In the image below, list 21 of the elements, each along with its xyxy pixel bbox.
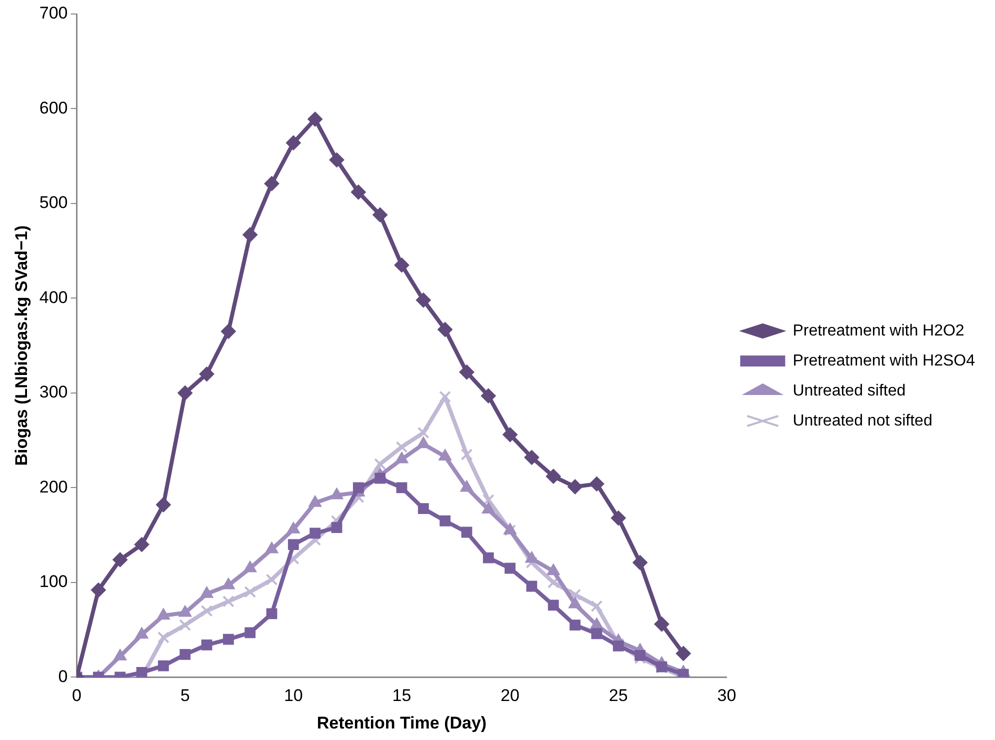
x-tick-label: 5 [180,686,190,706]
y-tick-label: 600 [39,98,68,118]
y-tick-label: 300 [39,382,68,402]
x-tick-label: 20 [500,686,520,706]
y-tick-label: 0 [58,666,68,686]
y-tick-label: 200 [39,477,68,496]
legend-label: Pretreatment with H2O2 [792,322,964,340]
x-tick-label: 0 [72,686,82,706]
y-tick-label: 100 [39,572,68,592]
y-tick-label: 700 [39,4,68,23]
x-tick-label: 15 [392,686,412,706]
legend-label: Untreated sifted [792,382,906,400]
x-tick-label: 25 [608,686,628,706]
x-axis-title: Retention Time (Day) [316,713,487,732]
x-tick-label: 30 [717,686,736,706]
y-tick-label: 500 [39,193,68,212]
legend-label: Untreated not sifted [792,412,932,430]
y-tick-label: 400 [39,288,68,307]
x-tick-label: 10 [284,686,303,706]
y-axis-title: Biogas (LNbiogas.kg SVad−1) [12,225,31,466]
legend-label: Pretreatment with H2SO4 [792,352,976,370]
